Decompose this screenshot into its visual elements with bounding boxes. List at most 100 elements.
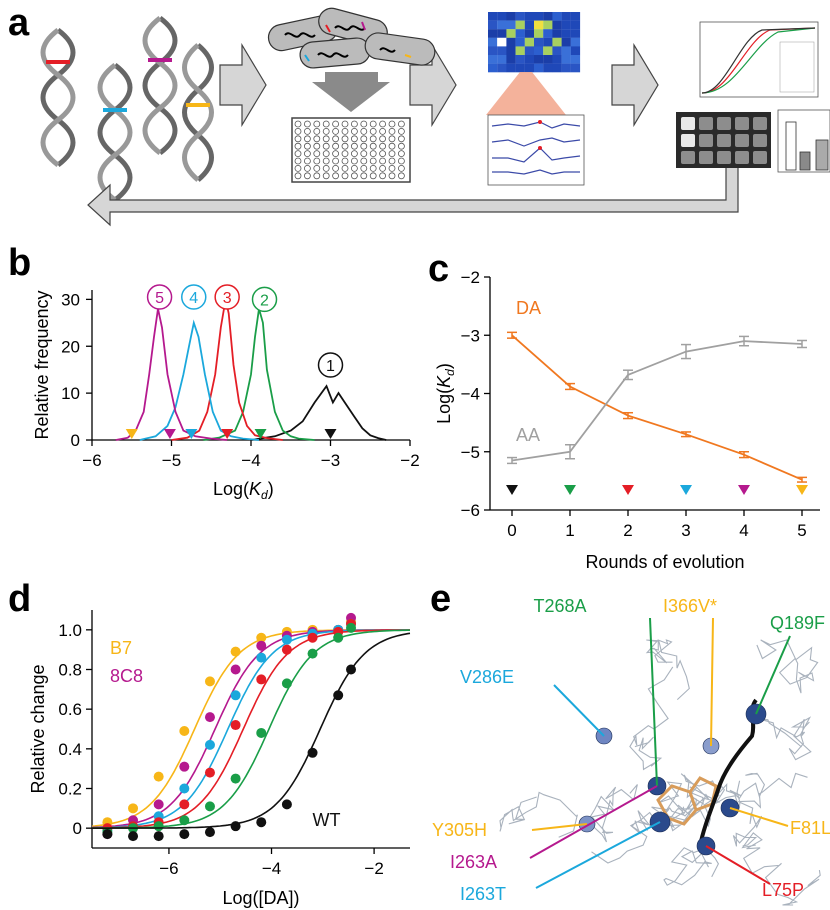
plate-well	[294, 164, 302, 172]
data-point-d	[281, 634, 292, 645]
plate-well	[322, 157, 330, 165]
heatmap-cell	[534, 46, 544, 56]
fluorescence-image-thumbnail	[676, 112, 771, 168]
data-point-d	[230, 773, 241, 784]
plate-well	[388, 157, 396, 165]
heatmap-cell	[488, 55, 498, 64]
panel-letter-e: e	[430, 578, 452, 620]
data-point-d	[307, 747, 318, 758]
plate-well	[322, 120, 330, 128]
backbone-trace	[499, 791, 578, 838]
plate-well	[313, 150, 321, 158]
plate-well	[379, 164, 387, 172]
mutation-label: I263A	[450, 852, 497, 872]
plate-well	[397, 172, 405, 180]
round-label-circle-b	[251, 286, 278, 313]
round-marker-b	[125, 429, 138, 439]
heatmap-cell	[506, 29, 516, 38]
series-line-b	[171, 299, 283, 441]
mutation-site-sphere	[696, 836, 716, 856]
structure-group: V286E T268A I366V* Q189F Y305H F81L I263A I263T…	[432, 596, 830, 906]
plate-well	[341, 120, 349, 128]
data-point-d	[333, 624, 344, 635]
plate-well	[360, 150, 368, 158]
data-point-d	[102, 825, 113, 836]
plate-well	[369, 164, 377, 172]
x-tick-label-c: 3	[681, 521, 690, 540]
heatmap-cell	[515, 37, 525, 47]
heatmap-cell	[534, 29, 544, 38]
heatmap-cell	[543, 63, 553, 73]
heatmap-cell	[524, 55, 535, 64]
round-label-b: 5	[155, 290, 164, 307]
backbone-trace	[586, 784, 638, 843]
series-line-c	[511, 334, 803, 481]
y-tick-label-c: −6	[461, 501, 480, 520]
plate-well	[379, 172, 387, 180]
heatmap-cell	[524, 37, 535, 47]
plate-well	[379, 120, 387, 128]
heatmap-cell	[506, 46, 516, 56]
data-point-d	[179, 725, 190, 736]
x-axis-label-d: Log([DA])	[222, 888, 299, 908]
heatmap-cell	[570, 29, 581, 38]
dose-response-thumbnail	[699, 21, 819, 98]
mutation-site-sphere	[745, 703, 767, 725]
data-point-d	[230, 720, 241, 731]
mutation-site-sphere	[702, 737, 720, 755]
ligand-sticks	[656, 776, 718, 826]
plate-well	[332, 164, 340, 172]
heatmap-cell	[543, 37, 553, 47]
plate-well	[369, 150, 377, 158]
gel-well	[681, 117, 695, 130]
y-tick-label-b: 0	[71, 431, 80, 450]
mutation-site-sphere	[578, 815, 596, 833]
y-axis-label-b: Relative frequency	[32, 290, 52, 439]
plate-well	[332, 157, 340, 165]
data-point-d	[333, 632, 344, 643]
gel-well	[699, 151, 713, 164]
plate-well	[332, 135, 340, 143]
series-line-b	[139, 319, 260, 441]
gel-well	[717, 117, 731, 130]
backbone-trace	[677, 774, 720, 828]
heatmap-cell	[506, 37, 516, 47]
heatmap-cell	[515, 20, 525, 30]
plate-well	[303, 127, 311, 135]
data-point-d	[128, 803, 139, 814]
gel-well	[753, 134, 767, 147]
data-point-d	[128, 815, 139, 826]
plate-well	[397, 157, 405, 165]
mutation-leader-line	[649, 617, 658, 787]
backbone-trace	[637, 773, 710, 832]
x-tick-label-c: 1	[565, 521, 574, 540]
data-point-d	[128, 823, 139, 834]
y-tick-label-c: −2	[461, 268, 480, 287]
plate-well	[388, 135, 396, 143]
plate-well	[360, 127, 368, 135]
plate-well	[369, 142, 377, 150]
plate-well	[294, 135, 302, 143]
plate-well	[397, 127, 405, 135]
fit-curve-d	[92, 629, 410, 829]
plate-well	[332, 142, 340, 150]
heatmap-cell	[497, 55, 507, 64]
mutation-leader-line	[535, 821, 661, 889]
plate-well	[379, 157, 387, 165]
plate-well	[322, 150, 330, 158]
backbone-trace	[759, 716, 812, 761]
data-point-d	[128, 831, 139, 842]
data-point-d	[204, 712, 215, 723]
round-label-circle-b	[146, 284, 173, 310]
round-label-circle-b	[214, 284, 240, 310]
heatmap-cell	[534, 63, 544, 73]
backbone-trace	[712, 772, 766, 809]
mutation-leader-line	[710, 617, 714, 747]
data-point-d	[204, 827, 215, 838]
plate-well	[313, 127, 321, 135]
heatmap-cell	[552, 29, 562, 38]
y-tick-label-d: 1.0	[58, 621, 82, 640]
plate-well	[341, 142, 349, 150]
plate-well	[341, 157, 349, 165]
x-tick-label-c: 0	[507, 521, 516, 540]
